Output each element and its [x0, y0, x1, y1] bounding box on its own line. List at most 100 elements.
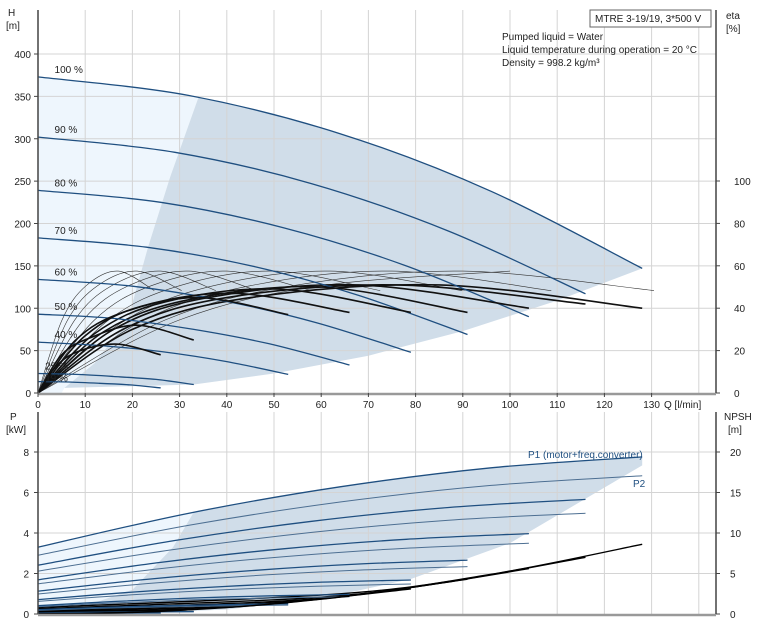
operating-area	[64, 97, 643, 388]
head-efficiency-chart: 100 % 90 % 80 % 70 % 60 % 50 % 40 % 25 %19 % 0 5…	[6, 8, 751, 411]
q-tick-label: 0	[35, 400, 41, 411]
npsh-tick-label: 10	[730, 529, 742, 540]
speed-label: 90 %	[55, 125, 78, 136]
npsh-tick-label: 5	[730, 570, 736, 581]
speed-label: 19 %	[45, 374, 68, 385]
eta-tick-label: 100	[734, 177, 751, 188]
efficiency-curve	[37, 324, 195, 394]
head-curve	[37, 372, 194, 386]
q-tick-label: 100	[502, 400, 519, 411]
speed-label: 60 %	[55, 267, 78, 278]
npsh-curve	[37, 610, 161, 615]
pump-title-box: MTRE 3-19/19, 3*500 V	[589, 9, 712, 28]
head-curve	[37, 136, 586, 295]
eta-tick-label: 80	[734, 219, 746, 230]
q-tick-label: 30	[174, 400, 186, 411]
h-tick-label: 300	[14, 135, 31, 146]
p2-curve	[37, 596, 350, 608]
extended-operating-area	[38, 512, 194, 614]
npsh-tick-label: 20	[730, 448, 742, 459]
speed-label: 100 %	[55, 65, 83, 76]
h-axis-title: H	[8, 8, 15, 19]
npsh-tick-label: 15	[730, 489, 742, 500]
eta-tick-label: 20	[734, 347, 746, 358]
info-liquid-temperature: Liquid temperature during operation = 20…	[502, 45, 697, 56]
pump-title: MTRE 3-19/19, 3*500 V	[595, 14, 701, 25]
eta-tick-label: 60	[734, 262, 746, 273]
efficiency-curve	[37, 343, 161, 394]
q-tick-label: 60	[316, 400, 328, 411]
q-tick-label: 70	[363, 400, 375, 411]
operating-area	[61, 456, 643, 614]
eta-axis-unit: [%]	[726, 24, 741, 35]
npsh-tick-label: 0	[730, 610, 736, 621]
h-tick-label: 250	[14, 177, 31, 188]
q-axis-title: Q [l/min]	[664, 400, 701, 411]
head-curve	[37, 341, 289, 376]
head-curve	[37, 237, 468, 336]
eta-axis-title: eta	[726, 11, 740, 22]
q-tick-label: 50	[268, 400, 280, 411]
h-tick-label: 400	[14, 50, 31, 61]
p2-curve	[37, 583, 411, 602]
efficiency-curve	[37, 283, 530, 394]
q-tick-label: 80	[410, 400, 422, 411]
p2-curve	[37, 542, 529, 585]
speed-label: 70 %	[55, 226, 78, 237]
efficiency-curve-thin	[37, 270, 155, 394]
info-density: Density = 998.2 kg/m³	[502, 58, 600, 69]
p-tick-label: 0	[23, 610, 29, 621]
p2-curve	[37, 475, 643, 556]
head-curve	[37, 76, 643, 269]
speed-label: 25 %	[45, 362, 68, 373]
extended-operating-area	[38, 76, 199, 394]
speed-label: 40 %	[55, 330, 78, 341]
npsh-axis-unit: [m]	[728, 425, 742, 436]
efficiency-curve-thin	[37, 270, 216, 394]
eta-tick-label: 40	[734, 304, 746, 315]
h-tick-label: 200	[14, 220, 31, 231]
p1-curve	[37, 498, 586, 566]
p1-curve	[37, 593, 350, 607]
p-tick-label: 8	[23, 448, 29, 459]
head-curve	[37, 380, 161, 389]
npsh-axis-title: NPSH	[724, 412, 752, 423]
p2-curve	[37, 566, 468, 595]
eta-tick-label: 0	[734, 389, 740, 400]
efficiency-curve-thin	[37, 270, 655, 394]
h-axis-unit: [m]	[6, 21, 20, 32]
h-tick-label: 150	[14, 262, 31, 273]
p-tick-label: 6	[23, 489, 29, 500]
efficiency-curve-thin	[37, 270, 182, 394]
efficiency-curve	[37, 283, 643, 394]
p-axis-unit: [kW]	[6, 425, 26, 436]
efficiency-curve	[37, 296, 289, 394]
speed-label: 80 %	[55, 178, 78, 189]
power-npsh-chart: 0 2 4 6 8 0 5 10 15 20 P [kW] NPSH [m] P1 (motor+…	[6, 412, 752, 621]
p2-curve	[37, 512, 586, 572]
p1-curve	[37, 603, 289, 611]
h-tick-label: 100	[14, 304, 31, 315]
q-tick-label: 90	[457, 400, 469, 411]
p1-curve	[37, 456, 643, 548]
h-tick-label: 50	[20, 347, 32, 358]
q-tick-label: 120	[596, 400, 613, 411]
q-tick-label: 110	[549, 400, 565, 411]
q-tick-label: 40	[221, 400, 233, 411]
p-tick-label: 2	[23, 570, 29, 581]
q-tick-label: 130	[643, 400, 660, 411]
p1-curve	[37, 532, 529, 581]
legend-p2: P2	[633, 479, 646, 490]
head-curve	[37, 313, 350, 366]
q-tick-label: 20	[127, 400, 139, 411]
speed-label: 50 %	[55, 302, 78, 313]
q-tick-label: 10	[80, 400, 92, 411]
p-tick-label: 4	[23, 529, 29, 540]
p-axis-title: P	[10, 412, 17, 423]
legend-p1: P1 (motor+freq.converter)	[528, 450, 643, 461]
h-tick-label: 350	[14, 92, 31, 103]
info-pumped-liquid: Pumped liquid = Water	[502, 32, 604, 43]
h-tick-label: 0	[25, 389, 31, 400]
head-curve	[37, 189, 530, 318]
